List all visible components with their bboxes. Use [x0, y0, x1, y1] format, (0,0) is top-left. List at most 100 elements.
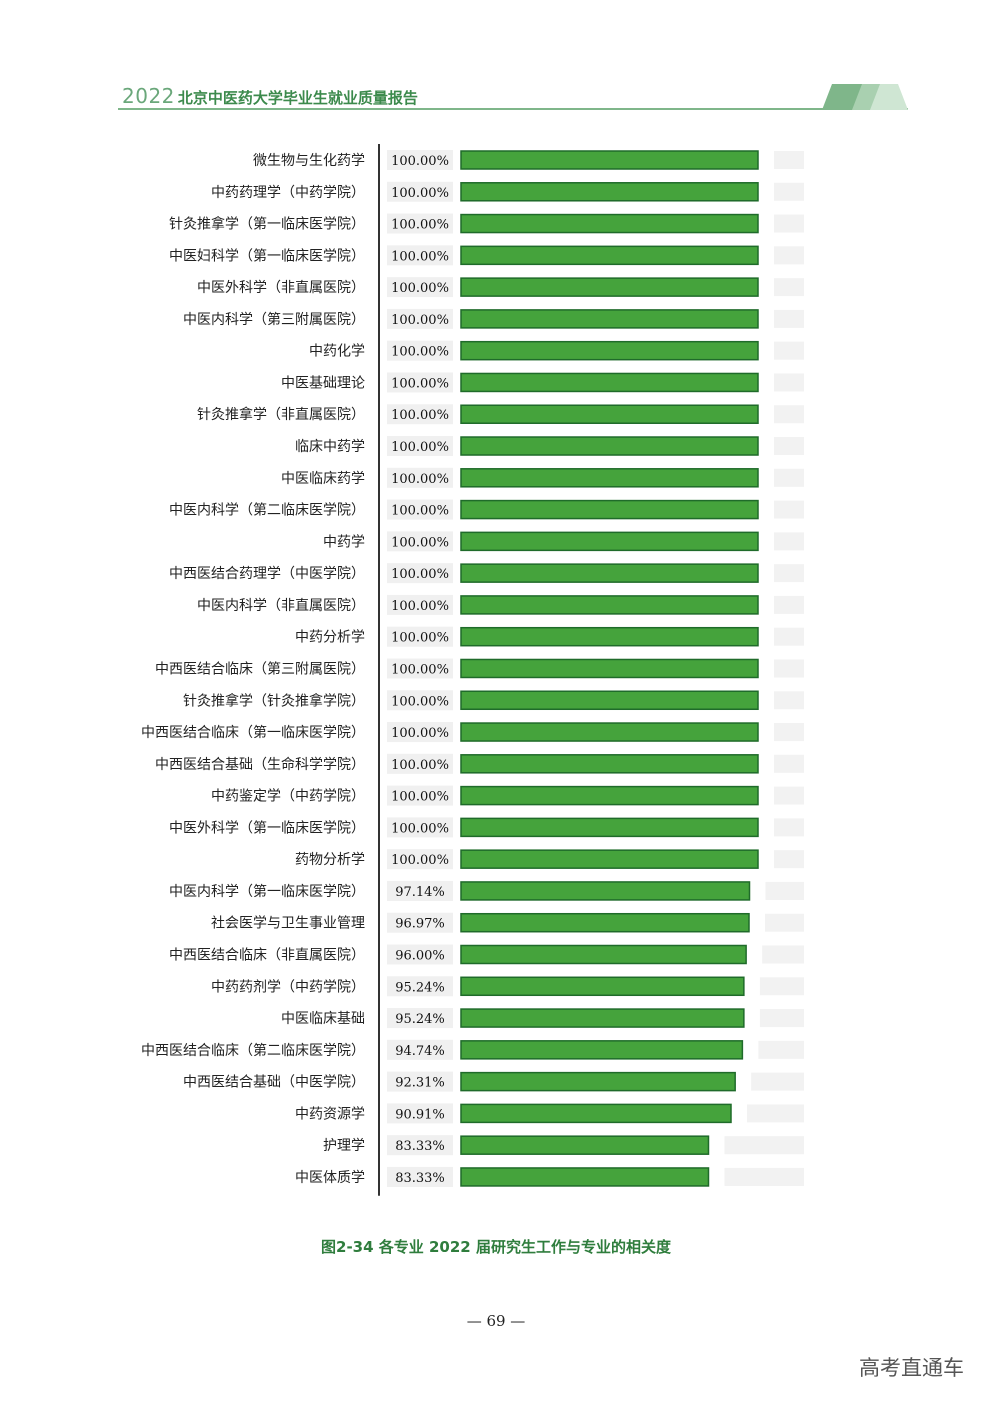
bar: [460, 499, 759, 520]
bar-remaining-track: [774, 182, 804, 201]
value-label-box: [387, 499, 453, 520]
value-label-box: [387, 436, 453, 457]
value-label: 100.00%: [391, 535, 449, 550]
bar-remaining-track: [762, 945, 804, 964]
value-label-box: [387, 722, 453, 743]
category-label: 中西医结合基础（生命科学学院）: [155, 756, 365, 773]
bar: [460, 1040, 744, 1060]
bar-remaining-track: [758, 1040, 804, 1059]
category-label: 中医临床药学: [281, 471, 365, 487]
page-number: — 69 —: [466, 1312, 526, 1330]
value-label-box: [387, 1135, 453, 1156]
value-label-box: [387, 944, 453, 965]
value-label-box: [387, 150, 453, 170]
category-label: 针灸推拿学（第一临床医学院）: [169, 216, 365, 233]
bar: [460, 754, 759, 774]
value-label: 100.00%: [391, 662, 449, 677]
bar-remaining-track: [759, 1009, 804, 1028]
bar-remaining-track: [759, 977, 804, 996]
bar: [460, 690, 759, 711]
bar: [460, 881, 751, 901]
category-label: 中药资源学: [295, 1106, 365, 1122]
category-label: 中医妇科学（第一临床医学院）: [169, 247, 365, 264]
bar: [460, 595, 759, 615]
value-label: 100.00%: [391, 599, 449, 614]
category-label: 中药化学: [309, 344, 365, 360]
bar: [460, 150, 759, 170]
value-label: 100.00%: [391, 376, 449, 391]
bar: [460, 213, 759, 234]
category-label: 中药分析学: [295, 630, 365, 646]
bar: [460, 277, 759, 297]
category-label: 针灸推拿学（非直属医院）: [197, 406, 365, 423]
bar: [460, 309, 759, 329]
value-label-box: [387, 213, 453, 234]
value-label-box: [387, 849, 453, 870]
category-label: 中药学: [323, 534, 365, 550]
watermark-text: 高考直通车: [859, 1356, 964, 1380]
major-relevance-bar-chart: 微生物与生化药学 100.00% 中药药理学（中药学院） 100.00% 针灸推拿学（第…: [141, 144, 804, 1196]
category-label: 中医体质学: [295, 1170, 365, 1186]
bar: [460, 340, 759, 361]
bar: [460, 563, 759, 583]
figure-caption: 图2-34 各专业 2022 届研究生工作与专业的相关度: [321, 1238, 671, 1256]
value-label: 96.00%: [395, 949, 445, 964]
value-label: 100.00%: [391, 631, 449, 646]
value-label: 100.00%: [391, 694, 449, 709]
bar-remaining-track: [774, 405, 804, 424]
bar: [460, 976, 745, 997]
header-rule: [118, 108, 908, 110]
value-label: 100.00%: [391, 821, 449, 836]
bar: [460, 245, 759, 266]
bar: [460, 531, 759, 552]
category-label: 中药鉴定学（中药学院）: [211, 789, 365, 805]
bar-remaining-track: [774, 659, 804, 678]
header-decoration-icon: [822, 84, 908, 110]
value-label-box: [387, 531, 453, 552]
value-label-box: [387, 404, 453, 425]
bar: [460, 1167, 710, 1187]
value-label: 100.00%: [391, 853, 449, 868]
bar-remaining-track: [774, 595, 804, 614]
category-label: 中医外科学（第一临床医学院）: [169, 819, 365, 836]
bar-remaining-track: [774, 309, 804, 328]
category-label: 中西医结合临床（第三附属医院）: [155, 660, 365, 677]
value-label-box: [387, 976, 453, 997]
category-label: 微生物与生化药学: [253, 153, 365, 169]
value-label-box: [387, 785, 453, 806]
bar-remaining-track: [774, 278, 804, 297]
category-label: 药物分析学: [295, 852, 365, 868]
bar: [460, 1071, 736, 1092]
header-title: 2022 北京中医药大学毕业生就业质量报告: [122, 84, 418, 108]
bar: [460, 944, 747, 965]
category-label: 护理学: [323, 1138, 365, 1154]
value-label-box: [387, 658, 453, 679]
header-report-name: 北京中医药大学毕业生就业质量报告: [177, 89, 418, 107]
bar-remaining-track: [774, 627, 804, 646]
category-label: 临床中药学: [295, 439, 365, 455]
bar-remaining-track: [765, 881, 804, 900]
category-label: 中医基础理论: [281, 374, 365, 391]
bar-remaining-track: [724, 1167, 804, 1186]
bar: [460, 468, 759, 488]
category-label: 社会医学与卫生事业管理: [211, 916, 365, 932]
value-label: 100.00%: [391, 758, 449, 773]
value-label-box: [387, 626, 453, 647]
bar-remaining-track: [724, 1136, 804, 1155]
value-label: 100.00%: [391, 281, 449, 296]
category-label: 中医内科学（第二临床医学院）: [169, 502, 365, 519]
bar: [460, 182, 759, 202]
value-label: 100.00%: [391, 249, 449, 264]
category-label: 中西医结合临床（第二临床医学院）: [141, 1042, 365, 1059]
value-label: 83.33%: [395, 1171, 445, 1186]
value-label: 83.33%: [395, 1139, 445, 1154]
bar-remaining-track: [774, 500, 804, 519]
bar-remaining-track: [774, 850, 804, 869]
value-label-box: [387, 594, 453, 615]
value-label-box: [387, 467, 453, 488]
bar-remaining-track: [774, 564, 804, 583]
bar-remaining-track: [774, 341, 804, 360]
bar-remaining-track: [774, 214, 804, 233]
bar: [460, 912, 750, 933]
category-label: 中西医结合临床（第一临床医学院）: [141, 724, 365, 741]
